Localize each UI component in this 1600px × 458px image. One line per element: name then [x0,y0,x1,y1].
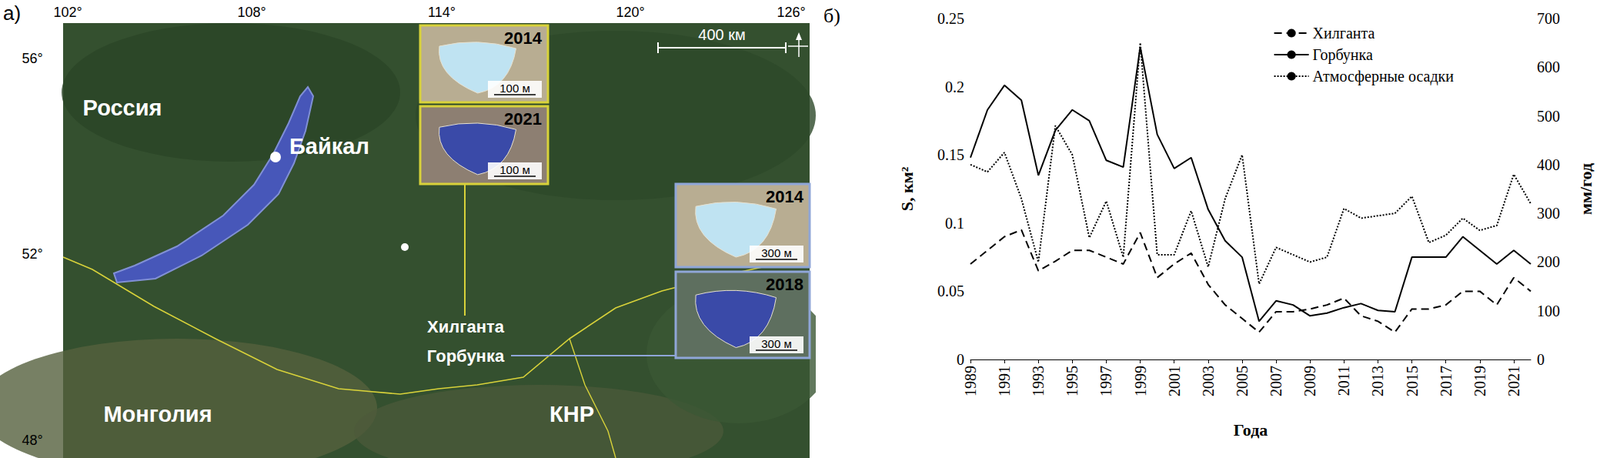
svg-text:48°: 48° [21,432,43,448]
svg-text:200: 200 [1536,253,1560,271]
svg-text:120°: 120° [615,4,645,21]
svg-text:100 м: 100 м [499,81,531,95]
svg-text:2003: 2003 [1199,365,1217,397]
svg-text:300 м: 300 м [761,337,792,351]
svg-text:102°: 102° [53,4,82,21]
svg-text:2021: 2021 [504,109,542,129]
svg-text:0: 0 [1536,350,1545,368]
svg-text:Года: Года [1233,420,1269,440]
svg-text:100: 100 [1536,302,1560,320]
svg-text:2017: 2017 [1437,365,1455,397]
svg-text:108°: 108° [237,4,266,21]
svg-text:52°: 52° [21,246,43,262]
svg-text:2015: 2015 [1403,365,1421,397]
svg-text:а): а) [3,1,21,25]
svg-text:2014: 2014 [504,28,543,48]
svg-text:1991: 1991 [995,365,1013,397]
svg-text:300 м: 300 м [761,246,792,260]
svg-text:2001: 2001 [1165,365,1183,397]
svg-text:Горбунка: Горбунка [427,346,505,366]
svg-text:Монголия: Монголия [103,401,212,427]
svg-text:0: 0 [956,350,965,368]
svg-text:2014: 2014 [765,187,805,207]
svg-text:1989: 1989 [962,365,979,397]
svg-text:1997: 1997 [1097,365,1115,397]
svg-text:Атмосферные осадки: Атмосферные осадки [1312,67,1455,86]
svg-text:0.15: 0.15 [937,146,965,164]
svg-text:Хилганта: Хилганта [1312,24,1376,42]
svg-text:114°: 114° [427,4,456,21]
svg-text:126°: 126° [776,4,806,21]
svg-text:2013: 2013 [1369,365,1387,397]
svg-text:1993: 1993 [1029,365,1047,397]
svg-text:1999: 1999 [1132,365,1150,397]
svg-text:700: 700 [1536,10,1560,27]
svg-text:2021: 2021 [1505,365,1523,397]
svg-text:300: 300 [1536,204,1560,222]
svg-text:2005: 2005 [1233,365,1251,397]
svg-text:мм/год: мм/год [1576,163,1596,215]
svg-text:400 км: 400 км [698,26,745,44]
svg-text:400: 400 [1536,156,1560,174]
svg-text:Горбунка: Горбунка [1312,46,1373,64]
svg-text:0.25: 0.25 [937,10,965,27]
svg-text:2019: 2019 [1471,365,1489,397]
svg-text:2018: 2018 [765,274,804,294]
svg-text:Байкал: Байкал [289,133,370,159]
svg-text:0.2: 0.2 [945,78,965,96]
svg-text:Хилганта: Хилганта [427,317,505,337]
svg-text:б): б) [823,4,841,27]
svg-text:100 м: 100 м [499,163,531,177]
svg-text:2011: 2011 [1335,365,1353,396]
svg-text:Россия: Россия [83,95,163,121]
svg-text:2007: 2007 [1267,365,1285,397]
svg-text:1995: 1995 [1063,365,1081,397]
svg-text:600: 600 [1536,58,1560,76]
svg-text:2009: 2009 [1301,365,1319,397]
svg-text:56°: 56° [21,50,43,67]
svg-text:КНР: КНР [549,401,595,427]
svg-text:500: 500 [1536,107,1560,125]
svg-text:0.1: 0.1 [945,214,965,232]
svg-text:0.05: 0.05 [937,282,965,300]
svg-text:S, км²: S, км² [897,166,917,211]
